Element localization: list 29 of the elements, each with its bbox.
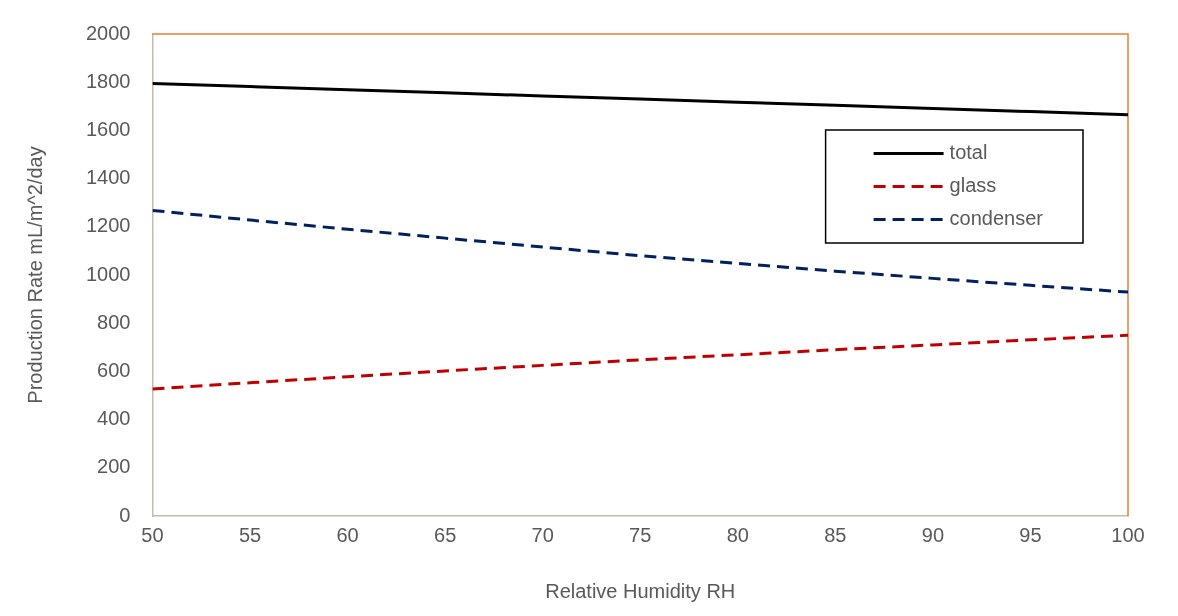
y-tick-label: 400 xyxy=(97,407,131,430)
x-tick-label: 55 xyxy=(238,523,262,546)
legend-label: condenser xyxy=(949,207,1044,230)
x-tick-label: 50 xyxy=(141,523,164,546)
x-tick-label: 100 xyxy=(1111,523,1145,546)
line-series xyxy=(152,208,1128,294)
x-tick-label: 90 xyxy=(921,523,945,546)
x-tick-label: 60 xyxy=(336,523,359,546)
legend-label: total xyxy=(949,141,988,164)
y-tick-label: 2000 xyxy=(85,21,131,44)
x-tick-label: 75 xyxy=(629,523,652,546)
y-tick-label: 1600 xyxy=(85,117,131,140)
y-tick-label: 0 xyxy=(119,503,131,526)
legend-label: glass xyxy=(949,174,997,197)
x-tick-label: 80 xyxy=(726,523,749,546)
y-tick-label: 1200 xyxy=(85,214,131,237)
x-axis-title: Relative Humidity RH xyxy=(545,579,736,602)
y-tick-label: 1400 xyxy=(85,166,131,189)
line-series xyxy=(152,333,1128,391)
y-tick-label: 200 xyxy=(97,455,131,478)
x-tick-label: 95 xyxy=(1019,523,1042,546)
y-tick-label: 1800 xyxy=(85,69,131,92)
x-tick-label: 85 xyxy=(824,523,847,546)
y-axis-title: Production Rate mL/m^2/day xyxy=(23,146,46,404)
y-tick-label: 600 xyxy=(97,358,131,381)
y-tick-label: 800 xyxy=(97,310,131,333)
x-tick-label: 70 xyxy=(531,523,554,546)
x-tick-label: 65 xyxy=(434,523,457,546)
y-tick-label: 1000 xyxy=(85,262,131,285)
